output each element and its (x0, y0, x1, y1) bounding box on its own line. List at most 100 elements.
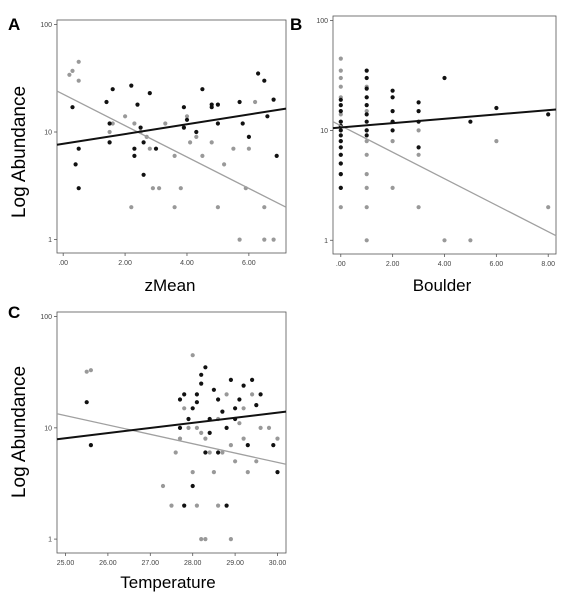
gray-point (70, 68, 75, 73)
black-point (338, 133, 343, 138)
x-axis-label: Temperature (120, 573, 215, 592)
gray-point (364, 238, 369, 243)
gray-point (416, 128, 421, 133)
x-tick-label: 8.00 (541, 261, 555, 268)
gray-point (178, 186, 183, 191)
gray-point (182, 406, 187, 411)
y-axis-label: Log Abundance (9, 366, 30, 498)
black-point (228, 377, 233, 382)
black-point (271, 443, 276, 448)
plot-frame (56, 311, 287, 554)
panel-letter: B (290, 15, 302, 34)
gray-point (172, 205, 177, 210)
black-point (237, 99, 242, 105)
gray-point (169, 503, 174, 508)
gray-point (364, 152, 369, 157)
black-point (76, 146, 81, 151)
black-point (233, 406, 238, 411)
black-point (73, 162, 78, 167)
gray-point (258, 425, 263, 430)
gray-point (241, 436, 246, 441)
gray-point (338, 68, 343, 73)
gray-point (84, 369, 89, 374)
black-point (181, 105, 186, 110)
x-tick-label: 2.00 (386, 261, 400, 268)
gray-point (416, 205, 421, 210)
black-point (141, 140, 146, 145)
x-tick-label: 2.00 (118, 260, 132, 267)
gray-point (246, 146, 251, 151)
y-tick-label: 1 (48, 237, 52, 244)
y-tick-label: 100 (40, 314, 52, 321)
black-point (338, 185, 343, 190)
black-point (211, 387, 216, 392)
x-axis-label: Boulder (413, 276, 472, 295)
black-point (76, 186, 81, 191)
gray-point (190, 470, 195, 475)
black-point (177, 397, 183, 402)
x-tick-label: 28.00 (184, 560, 202, 567)
gray-point (262, 205, 267, 210)
gray-point (231, 146, 236, 151)
gray-fit-line (332, 121, 557, 237)
black-point (245, 443, 250, 448)
gray-point (222, 162, 227, 167)
gray-point (88, 368, 93, 373)
gray-point (468, 238, 473, 243)
gray-point (157, 186, 162, 191)
gray-point (203, 436, 208, 441)
gray-fit-line (56, 413, 287, 465)
gray-point (173, 450, 178, 455)
black-point (141, 172, 146, 177)
black-point (129, 83, 134, 88)
black-point (182, 503, 187, 508)
black-point (250, 377, 255, 382)
black-point (209, 105, 214, 110)
black-fit-line (332, 108, 557, 130)
gray-point (163, 121, 168, 126)
black-point (194, 392, 199, 397)
black-point (88, 443, 93, 448)
black-point (135, 102, 140, 107)
gray-point (338, 112, 343, 117)
x-tick-label: 6.00 (242, 260, 256, 267)
black-point (182, 392, 187, 397)
black-point (338, 109, 343, 114)
black-point (246, 134, 251, 139)
gray-point (364, 172, 369, 177)
x-tick-label: 27.00 (142, 560, 160, 567)
black-point (132, 146, 137, 151)
black-point (338, 172, 343, 177)
black-point (207, 430, 212, 435)
black-point (186, 416, 191, 422)
gray-point (160, 483, 166, 489)
black-point (138, 125, 143, 130)
black-point (199, 381, 204, 386)
gray-point (237, 237, 242, 242)
gray-point (253, 99, 258, 105)
gray-point (228, 443, 233, 448)
black-point (224, 425, 229, 430)
black-point (271, 97, 276, 102)
black-point (237, 397, 242, 402)
x-tick-label: 25.00 (57, 560, 75, 567)
gray-point (200, 153, 205, 158)
black-point (364, 119, 369, 124)
gray-point (184, 114, 190, 119)
y-axis-label: Log Abundance (9, 86, 30, 218)
black-point (390, 109, 395, 114)
black-point (216, 450, 221, 455)
y-tick-label: 100 (316, 18, 328, 25)
x-tick-label: 26.00 (99, 560, 117, 567)
black-point (442, 75, 447, 81)
gray-fit-line (56, 90, 287, 208)
panel-a: A Log Abundance zMean 1 10 100 .00 2.00 4.00 6… (8, 15, 287, 295)
panel-letter: C (8, 303, 20, 322)
gray-point (241, 406, 246, 411)
gray-point (250, 392, 255, 397)
gray-point (199, 430, 204, 435)
black-point (203, 450, 208, 455)
black-point (132, 153, 137, 158)
black-point (104, 99, 109, 105)
plot-marks: 1 10 100 .00 2.00 4.00 6.00 (40, 22, 287, 267)
